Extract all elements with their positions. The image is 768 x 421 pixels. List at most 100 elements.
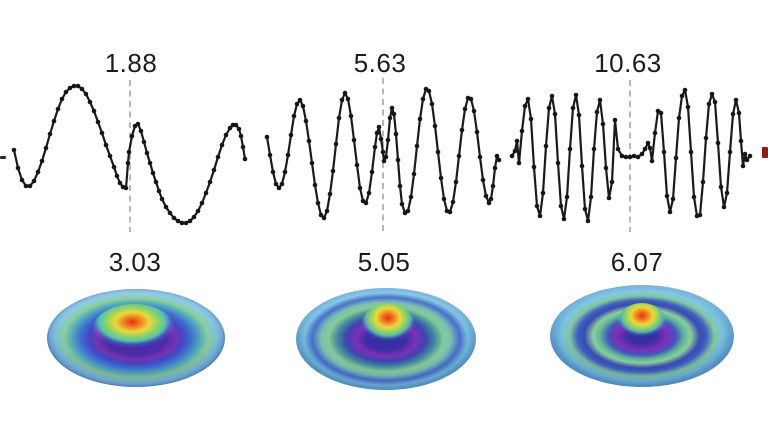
data-point-marker (357, 185, 363, 191)
data-point-marker (267, 152, 273, 158)
data-point-marker (459, 127, 465, 133)
data-point-marker (383, 154, 389, 160)
data-point-marker (71, 83, 77, 89)
data-point-marker (597, 97, 603, 103)
data-point-marker (635, 154, 641, 160)
data-point-marker (588, 194, 594, 200)
data-point-marker (333, 141, 339, 147)
data-point-marker (354, 162, 360, 168)
data-point-marker (63, 89, 69, 95)
data-point-marker (447, 209, 453, 215)
data-point-marker (514, 138, 520, 144)
data-point-marker (649, 158, 655, 164)
data-point-marker (203, 190, 209, 196)
data-point-marker (531, 164, 537, 170)
data-point-marker (47, 131, 53, 137)
data-point-marker (627, 154, 633, 160)
data-point-marker (366, 190, 372, 196)
data-point-marker (159, 196, 165, 202)
data-point-marker (561, 216, 567, 222)
data-point-marker (606, 195, 612, 201)
data-point-marker (123, 185, 129, 191)
data-point-marker (486, 200, 492, 206)
data-point-marker (576, 112, 582, 118)
data-point-marker (522, 103, 528, 109)
data-point-marker (336, 115, 342, 121)
data-point-marker (183, 220, 189, 226)
data-point-marker (709, 91, 715, 97)
left-edge-tick (0, 156, 6, 159)
data-point-marker (712, 99, 718, 105)
data-point-marker (330, 168, 336, 174)
data-point-marker (594, 109, 600, 115)
data-point-marker (141, 139, 147, 145)
data-point-marker (43, 145, 49, 151)
surface-frequency-label-2: 5.05 (357, 247, 411, 277)
surface-peak-3 (617, 303, 667, 345)
data-point-marker (721, 204, 727, 210)
data-point-marker (724, 190, 730, 196)
data-point-marker (623, 154, 629, 160)
data-point-marker (223, 132, 229, 138)
data-point-marker (351, 137, 357, 143)
data-point-marker (631, 153, 637, 159)
data-point-marker (207, 179, 213, 185)
data-point-marker (39, 158, 45, 164)
data-point-marker (303, 118, 309, 124)
data-point-marker (564, 194, 570, 200)
data-point-marker (509, 153, 515, 159)
surface-peak-1 (93, 304, 175, 354)
data-point-marker (490, 183, 496, 189)
data-point-marker (525, 96, 531, 102)
data-point-marker (718, 184, 724, 190)
wave-plot-3 (509, 80, 753, 232)
data-point-marker (312, 182, 318, 188)
data-point-marker (426, 88, 432, 94)
data-point-marker (567, 146, 573, 152)
data-point-marker (135, 121, 141, 127)
data-point-marker (264, 134, 270, 140)
data-point-marker (670, 196, 676, 202)
data-point-marker (573, 92, 579, 98)
data-point-marker (706, 101, 712, 107)
data-point-marker (156, 188, 162, 194)
data-point-marker (676, 115, 682, 121)
data-point-marker (227, 125, 233, 131)
data-point-marker (387, 115, 393, 121)
data-point-marker (411, 171, 417, 177)
data-point-marker (619, 153, 625, 159)
data-point-marker (315, 200, 321, 206)
data-point-marker (59, 96, 65, 102)
wave-frequency-label-1: 1.88 (104, 48, 158, 78)
data-point-marker (519, 128, 525, 134)
data-point-marker (378, 136, 384, 142)
data-point-marker (297, 97, 303, 103)
surface-frequency-label-1: 3.03 (108, 247, 162, 277)
data-point-marker (282, 169, 288, 175)
data-point-marker (528, 116, 534, 122)
wave-plot-2 (264, 78, 502, 232)
data-point-marker (391, 111, 397, 117)
data-point-marker (591, 146, 597, 152)
data-point-marker (95, 119, 101, 125)
data-point-marker (395, 157, 401, 163)
data-point-marker (483, 193, 489, 199)
surface-plot-3 (550, 285, 734, 387)
data-point-marker (540, 190, 546, 196)
data-point-marker (397, 183, 403, 189)
data-point-marker (233, 122, 239, 128)
data-point-marker (582, 206, 588, 212)
data-point-marker (240, 144, 246, 150)
wave-plot-1 (11, 80, 248, 232)
data-point-marker (462, 106, 468, 112)
data-point-marker (294, 101, 300, 107)
data-point-marker (381, 158, 387, 164)
data-point-marker (369, 169, 375, 175)
data-point-marker (242, 156, 248, 162)
data-point-marker (345, 96, 351, 102)
data-point-marker (673, 155, 679, 161)
data-point-marker (126, 149, 132, 155)
data-point-marker (111, 164, 117, 170)
data-point-marker (129, 133, 135, 139)
